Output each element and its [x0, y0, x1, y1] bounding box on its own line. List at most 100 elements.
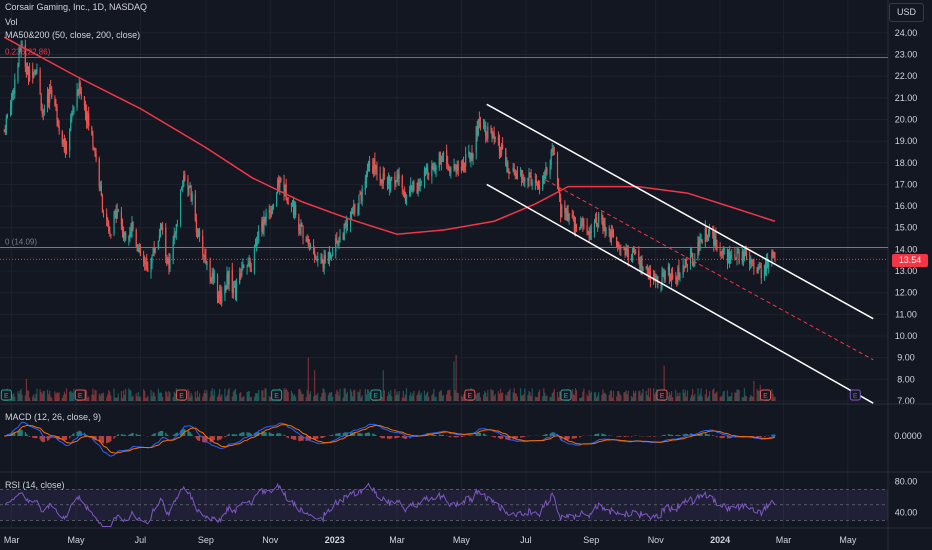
candle-body: [635, 252, 637, 254]
candle-body: [162, 227, 164, 230]
candle-body: [152, 247, 154, 255]
volume-bar: [716, 391, 718, 401]
candle-body: [93, 147, 95, 150]
volume-bar: [682, 389, 684, 401]
volume-bar: [301, 394, 303, 401]
earnings-marker[interactable]: E: [370, 389, 382, 401]
macd-histogram-bar: [63, 436, 66, 441]
earnings-marker[interactable]: E: [560, 389, 572, 401]
candle-body: [257, 239, 259, 242]
candle-body: [686, 264, 688, 266]
candle-body: [646, 266, 648, 270]
earnings-marker[interactable]: E: [464, 389, 476, 401]
candle-body: [35, 70, 37, 72]
earnings-marker[interactable]: E: [760, 389, 772, 401]
volume-bar: [731, 392, 733, 401]
candle-body: [70, 117, 72, 131]
macd-histogram-bar: [175, 432, 177, 436]
candle-body: [343, 223, 345, 241]
svg-text:E: E: [274, 393, 279, 400]
candle-body: [24, 44, 26, 67]
macd-histogram-bar: [100, 436, 102, 443]
macd-histogram-bar: [508, 436, 510, 441]
volume-bar: [757, 390, 759, 401]
earnings-marker[interactable]: E: [656, 389, 668, 401]
volume-bar: [54, 391, 56, 401]
candle-body: [482, 126, 485, 128]
volume-bar: [51, 397, 53, 401]
candle-body: [648, 271, 650, 274]
volume-bar: [336, 389, 338, 401]
candle-body: [405, 194, 408, 201]
candle-body: [107, 218, 109, 225]
candle-body: [337, 244, 339, 246]
candle-body: [11, 93, 13, 108]
macd-histogram-bar: [128, 434, 130, 436]
candle-body: [205, 256, 207, 265]
macd-histogram-bar: [94, 436, 96, 441]
candle-body: [434, 168, 436, 170]
volume-bar: [329, 392, 332, 401]
currency-button[interactable]: USD: [889, 3, 924, 22]
macd-histogram-bar: [719, 436, 721, 438]
macd-histogram-bar: [594, 434, 597, 436]
candle-body: [610, 230, 612, 243]
candle-body: [713, 232, 715, 246]
earnings-marker[interactable]: E: [849, 389, 861, 401]
macd-histogram-bar: [277, 433, 279, 436]
volume-bar: [33, 394, 35, 401]
macd-histogram-bar: [117, 433, 119, 436]
macd-histogram-bar: [129, 434, 131, 436]
volume-bar: [189, 396, 191, 401]
volume-bar: [735, 392, 737, 401]
candle-body: [731, 254, 733, 256]
candle-body: [574, 223, 577, 232]
candle-body: [264, 217, 266, 223]
ma-legend[interactable]: MA50&200 (50, close, 200, close): [5, 30, 141, 40]
earnings-marker[interactable]: E: [176, 389, 188, 401]
candle-body: [625, 247, 627, 255]
macd-histogram-bar: [401, 436, 403, 438]
macd-histogram-bar: [573, 436, 576, 439]
volume-bar: [137, 391, 139, 401]
macd-histogram-bar: [33, 436, 35, 439]
candle-body: [202, 236, 204, 256]
candle-body: [391, 177, 393, 179]
candle-body: [329, 256, 332, 259]
candle-body: [317, 259, 319, 261]
volume-bar: [88, 396, 90, 401]
candle-body: [456, 164, 458, 172]
volume-bar: [287, 392, 289, 401]
earnings-marker[interactable]: E: [271, 389, 283, 401]
candle-body: [742, 250, 744, 260]
macd-histogram-bar: [654, 436, 656, 437]
volume-bar: [386, 396, 389, 401]
volume-bar: [339, 388, 341, 401]
volume-bar: [344, 388, 346, 401]
macd-histogram-bar: [286, 436, 288, 438]
candle-body: [69, 129, 71, 151]
candle-body: [714, 235, 716, 246]
volume-bar: [249, 397, 251, 401]
volume-bar: [438, 391, 440, 401]
volume-bar: [712, 389, 714, 401]
volume-bar: [35, 393, 37, 401]
earnings-marker[interactable]: E: [74, 389, 86, 401]
candle-body: [438, 153, 440, 168]
macd-histogram-bar: [623, 436, 625, 437]
rsi-legend[interactable]: RSI (14, close): [5, 480, 65, 490]
earnings-marker[interactable]: E: [0, 389, 12, 401]
candle-body: [664, 271, 666, 280]
volume-bar: [620, 395, 622, 401]
volume-bar: [676, 396, 678, 401]
candle-body: [440, 155, 442, 164]
macd-histogram-bar: [78, 430, 80, 436]
volume-bar: [678, 396, 680, 401]
candle-body: [213, 276, 215, 279]
candle-body: [463, 162, 466, 166]
macd-legend[interactable]: MACD (12, 26, close, 9): [5, 412, 102, 422]
volume-bar: [514, 393, 516, 401]
macd-histogram-bar: [295, 436, 297, 440]
candle-body: [357, 208, 359, 214]
